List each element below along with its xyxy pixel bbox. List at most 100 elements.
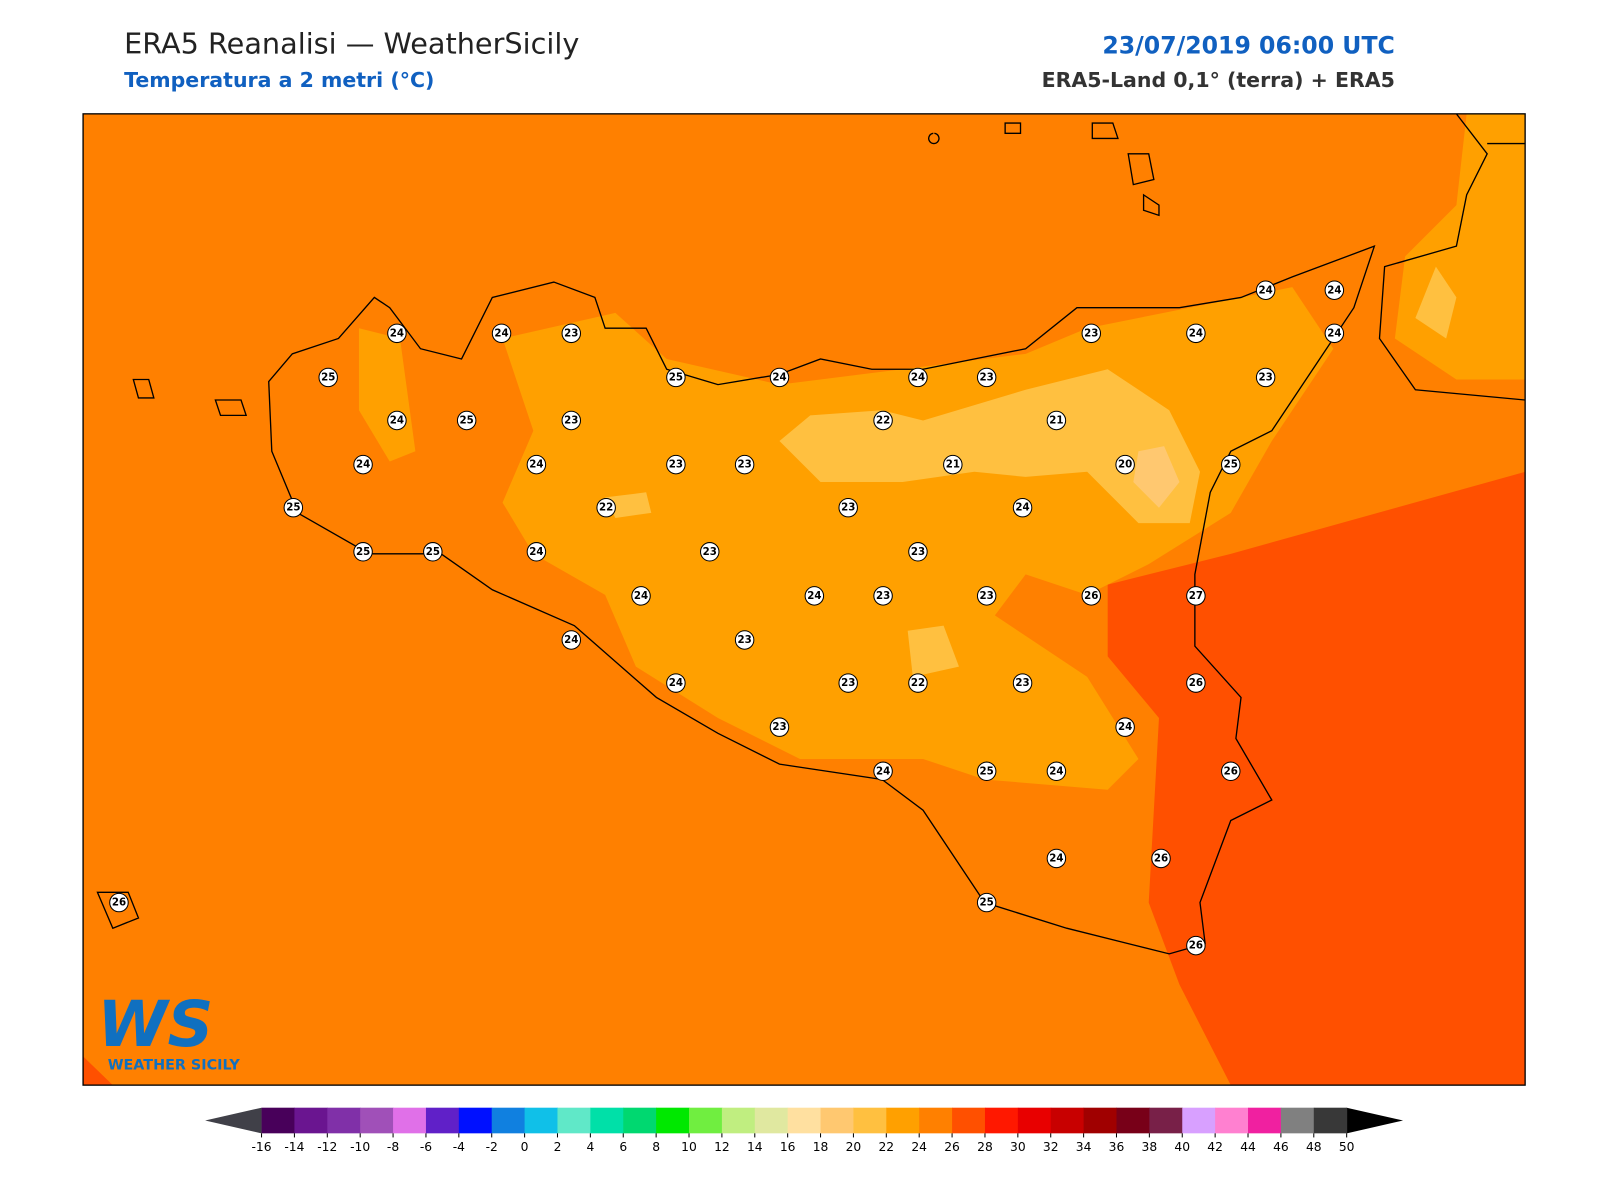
station-marker bbox=[700, 542, 720, 562]
colorbar-label: 18 bbox=[813, 1140, 829, 1154]
station: 26 bbox=[1186, 673, 1206, 693]
colorbar-swatch bbox=[886, 1107, 920, 1134]
station-marker bbox=[666, 367, 686, 388]
station-marker bbox=[976, 892, 997, 913]
station-value: 24 bbox=[390, 327, 404, 339]
colorbar-swatch bbox=[1149, 1107, 1183, 1134]
station-value: 23 bbox=[564, 415, 578, 427]
station-value: 25 bbox=[286, 502, 300, 514]
station-value: 24 bbox=[390, 415, 404, 427]
colorbar-swatch bbox=[820, 1107, 854, 1134]
station-marker bbox=[734, 454, 755, 475]
colorbar-swatch bbox=[1017, 1107, 1052, 1134]
colorbar-swatch bbox=[689, 1107, 723, 1134]
station-marker bbox=[1221, 454, 1241, 475]
station-value: 24 bbox=[634, 590, 648, 602]
coastline bbox=[96, 113, 1526, 955]
station-marker bbox=[631, 586, 651, 606]
station: 24 bbox=[1324, 280, 1345, 300]
colorbar-swatch bbox=[1280, 1107, 1315, 1134]
station-value: 21 bbox=[1049, 415, 1063, 427]
station: 25 bbox=[456, 410, 477, 431]
station-marker bbox=[1046, 848, 1067, 869]
station-marker bbox=[1115, 717, 1135, 737]
station: 25 bbox=[976, 761, 997, 782]
station-value: 24 bbox=[1327, 284, 1341, 296]
station: 24 bbox=[1115, 717, 1135, 737]
colorbar-label: -14 bbox=[284, 1140, 304, 1154]
colorbar-label: -2 bbox=[486, 1140, 498, 1154]
colorbar-swatch bbox=[524, 1107, 558, 1134]
colorbar-label: -4 bbox=[453, 1140, 465, 1154]
station: 26 bbox=[109, 892, 129, 913]
map-frame bbox=[82, 113, 1526, 1086]
station-value: 24 bbox=[494, 327, 508, 339]
station-value: 23 bbox=[1084, 327, 1098, 339]
station: 20 bbox=[1115, 454, 1135, 475]
station: 24 bbox=[1255, 280, 1276, 300]
station-marker bbox=[387, 323, 407, 344]
colorbar-label: -12 bbox=[317, 1140, 337, 1154]
station-value: 25 bbox=[1224, 459, 1238, 471]
colorbar-label: 44 bbox=[1240, 1140, 1256, 1154]
station-value: 26 bbox=[1224, 765, 1238, 777]
station: 23 bbox=[1012, 673, 1033, 693]
colorbar-label: 6 bbox=[619, 1140, 627, 1154]
station: 23 bbox=[561, 323, 582, 344]
station: 23 bbox=[1255, 367, 1276, 388]
station: 25 bbox=[318, 367, 338, 388]
colorbar-swatch bbox=[623, 1107, 657, 1134]
colorbar-swatch bbox=[458, 1107, 493, 1134]
station-value: 23 bbox=[564, 327, 578, 339]
station: 23 bbox=[838, 673, 858, 693]
colorbar-label: 34 bbox=[1076, 1140, 1092, 1154]
station: 23 bbox=[838, 497, 858, 518]
field-18 bbox=[1133, 446, 1180, 508]
station-marker bbox=[873, 410, 893, 431]
station-marker bbox=[804, 586, 825, 606]
station: 23 bbox=[1081, 323, 1102, 344]
station-marker bbox=[561, 323, 582, 344]
colorbar-swatch bbox=[1248, 1107, 1282, 1134]
station: 24 bbox=[387, 410, 407, 431]
station-value: 25 bbox=[356, 546, 370, 558]
station-value: 26 bbox=[112, 897, 126, 909]
field-20 bbox=[605, 266, 1457, 677]
station-value: 22 bbox=[599, 502, 613, 514]
station: 25 bbox=[353, 542, 373, 562]
station-marker bbox=[1081, 586, 1102, 606]
colorbar-swatch bbox=[294, 1107, 328, 1134]
station-marker bbox=[734, 630, 755, 650]
station-value: 23 bbox=[1259, 371, 1273, 383]
colorbar-swatch bbox=[721, 1107, 756, 1134]
station-value: 25 bbox=[980, 897, 994, 909]
station-value: 25 bbox=[460, 415, 474, 427]
colorbar-label: 40 bbox=[1174, 1140, 1190, 1154]
station-marker bbox=[1186, 673, 1206, 693]
colorbar-swatch bbox=[261, 1107, 295, 1134]
station-value: 23 bbox=[876, 590, 890, 602]
station-marker bbox=[769, 717, 790, 737]
station-marker bbox=[353, 454, 373, 475]
station-value: 25 bbox=[669, 371, 683, 383]
station-value: 24 bbox=[1259, 284, 1273, 296]
colorbar-label: 50 bbox=[1339, 1140, 1355, 1154]
station-marker bbox=[456, 410, 477, 431]
colorbar-swatch bbox=[952, 1107, 986, 1134]
station-value: 23 bbox=[841, 677, 855, 689]
station-value: 24 bbox=[1189, 327, 1203, 339]
station-marker bbox=[943, 454, 963, 475]
station-value: 23 bbox=[841, 502, 855, 514]
station-marker bbox=[666, 454, 686, 475]
station-value: 24 bbox=[669, 677, 683, 689]
station-value: 25 bbox=[321, 371, 335, 383]
colorbar-label: 2 bbox=[554, 1140, 562, 1154]
station-marker bbox=[1324, 280, 1345, 300]
colorbar-swatch bbox=[393, 1107, 427, 1134]
station-value: 24 bbox=[1049, 765, 1063, 777]
colorbar-label: 30 bbox=[1010, 1140, 1026, 1154]
station-marker bbox=[1186, 323, 1206, 344]
colorbar-label: -10 bbox=[350, 1140, 370, 1154]
colorbar-label: 24 bbox=[911, 1140, 927, 1154]
